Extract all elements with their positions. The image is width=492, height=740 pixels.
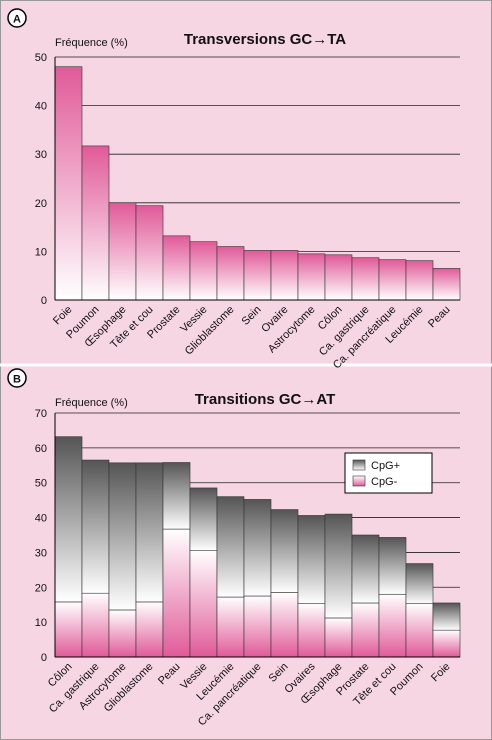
bar-segment [405, 603, 434, 658]
bar-segment [351, 602, 380, 658]
bar-segment [162, 528, 191, 658]
bar-segment [54, 436, 83, 603]
bar [432, 268, 461, 301]
y-tick-label: 70 [35, 408, 47, 420]
y-tick-label: 20 [35, 198, 47, 210]
bar [378, 259, 407, 301]
bar-segment [81, 592, 110, 658]
bar-segment [81, 459, 110, 594]
legend-label: CpG+ [371, 460, 400, 472]
y-tick-label: 30 [35, 149, 47, 161]
legend-label: CpG- [371, 476, 398, 488]
y-tick-label: 50 [35, 52, 47, 64]
bar [216, 246, 245, 301]
bar-segment [297, 515, 326, 604]
bar [351, 257, 380, 301]
y-tick-label: 10 [35, 246, 47, 258]
panel-label: A [13, 14, 21, 26]
bar-segment [189, 550, 218, 658]
y-tick-label: 50 [35, 478, 47, 490]
bar [243, 250, 272, 301]
bar [297, 253, 326, 301]
bar [405, 260, 434, 301]
panel-label-circle [7, 8, 27, 28]
bar-segment [270, 509, 299, 593]
bar [81, 145, 110, 301]
bar-segment [405, 563, 434, 604]
bar-segment [351, 534, 380, 604]
chart-title: Transversions GC→TA [184, 31, 346, 48]
bar-segment [108, 462, 137, 611]
bar [162, 235, 191, 301]
bar-segment [378, 537, 407, 595]
bar-segment [135, 601, 164, 658]
panel-label-circle [7, 368, 27, 388]
y-tick-label: 30 [35, 547, 47, 559]
bar [135, 205, 164, 301]
bar [270, 250, 299, 301]
y-tick-label: 40 [35, 513, 47, 525]
bar-segment [432, 602, 461, 631]
bar-segment [216, 496, 245, 598]
bar-segment [135, 462, 164, 603]
legend-swatch [352, 475, 366, 487]
bar-segment [432, 629, 461, 658]
y-axis-label: Fréquence (%) [55, 397, 128, 409]
y-tick-label: 0 [41, 652, 47, 664]
bar-segment [378, 593, 407, 658]
bar [324, 254, 353, 301]
chart-title: Transitions GC→AT [195, 391, 336, 408]
bar [54, 66, 83, 301]
bar-segment [297, 603, 326, 658]
bar-segment [108, 609, 137, 658]
panel-label: B [13, 374, 21, 386]
y-tick-label: 40 [35, 101, 47, 113]
legend-box [344, 452, 433, 494]
y-tick-label: 20 [35, 582, 47, 594]
y-axis-label: Fréquence (%) [55, 37, 128, 49]
y-tick-label: 60 [35, 443, 47, 455]
bar-segment [270, 592, 299, 658]
bar-segment [243, 595, 272, 658]
bar-segment [189, 487, 218, 551]
bar-segment [162, 462, 191, 530]
y-tick-label: 0 [41, 295, 47, 307]
legend-swatch [352, 459, 366, 471]
bar-segment [54, 601, 83, 658]
bar-segment [216, 596, 245, 658]
bar [189, 241, 218, 301]
bar-segment [324, 513, 353, 619]
bar-segment [243, 499, 272, 597]
bar-segment [324, 617, 353, 658]
bar [108, 202, 137, 301]
y-tick-label: 10 [35, 617, 47, 629]
